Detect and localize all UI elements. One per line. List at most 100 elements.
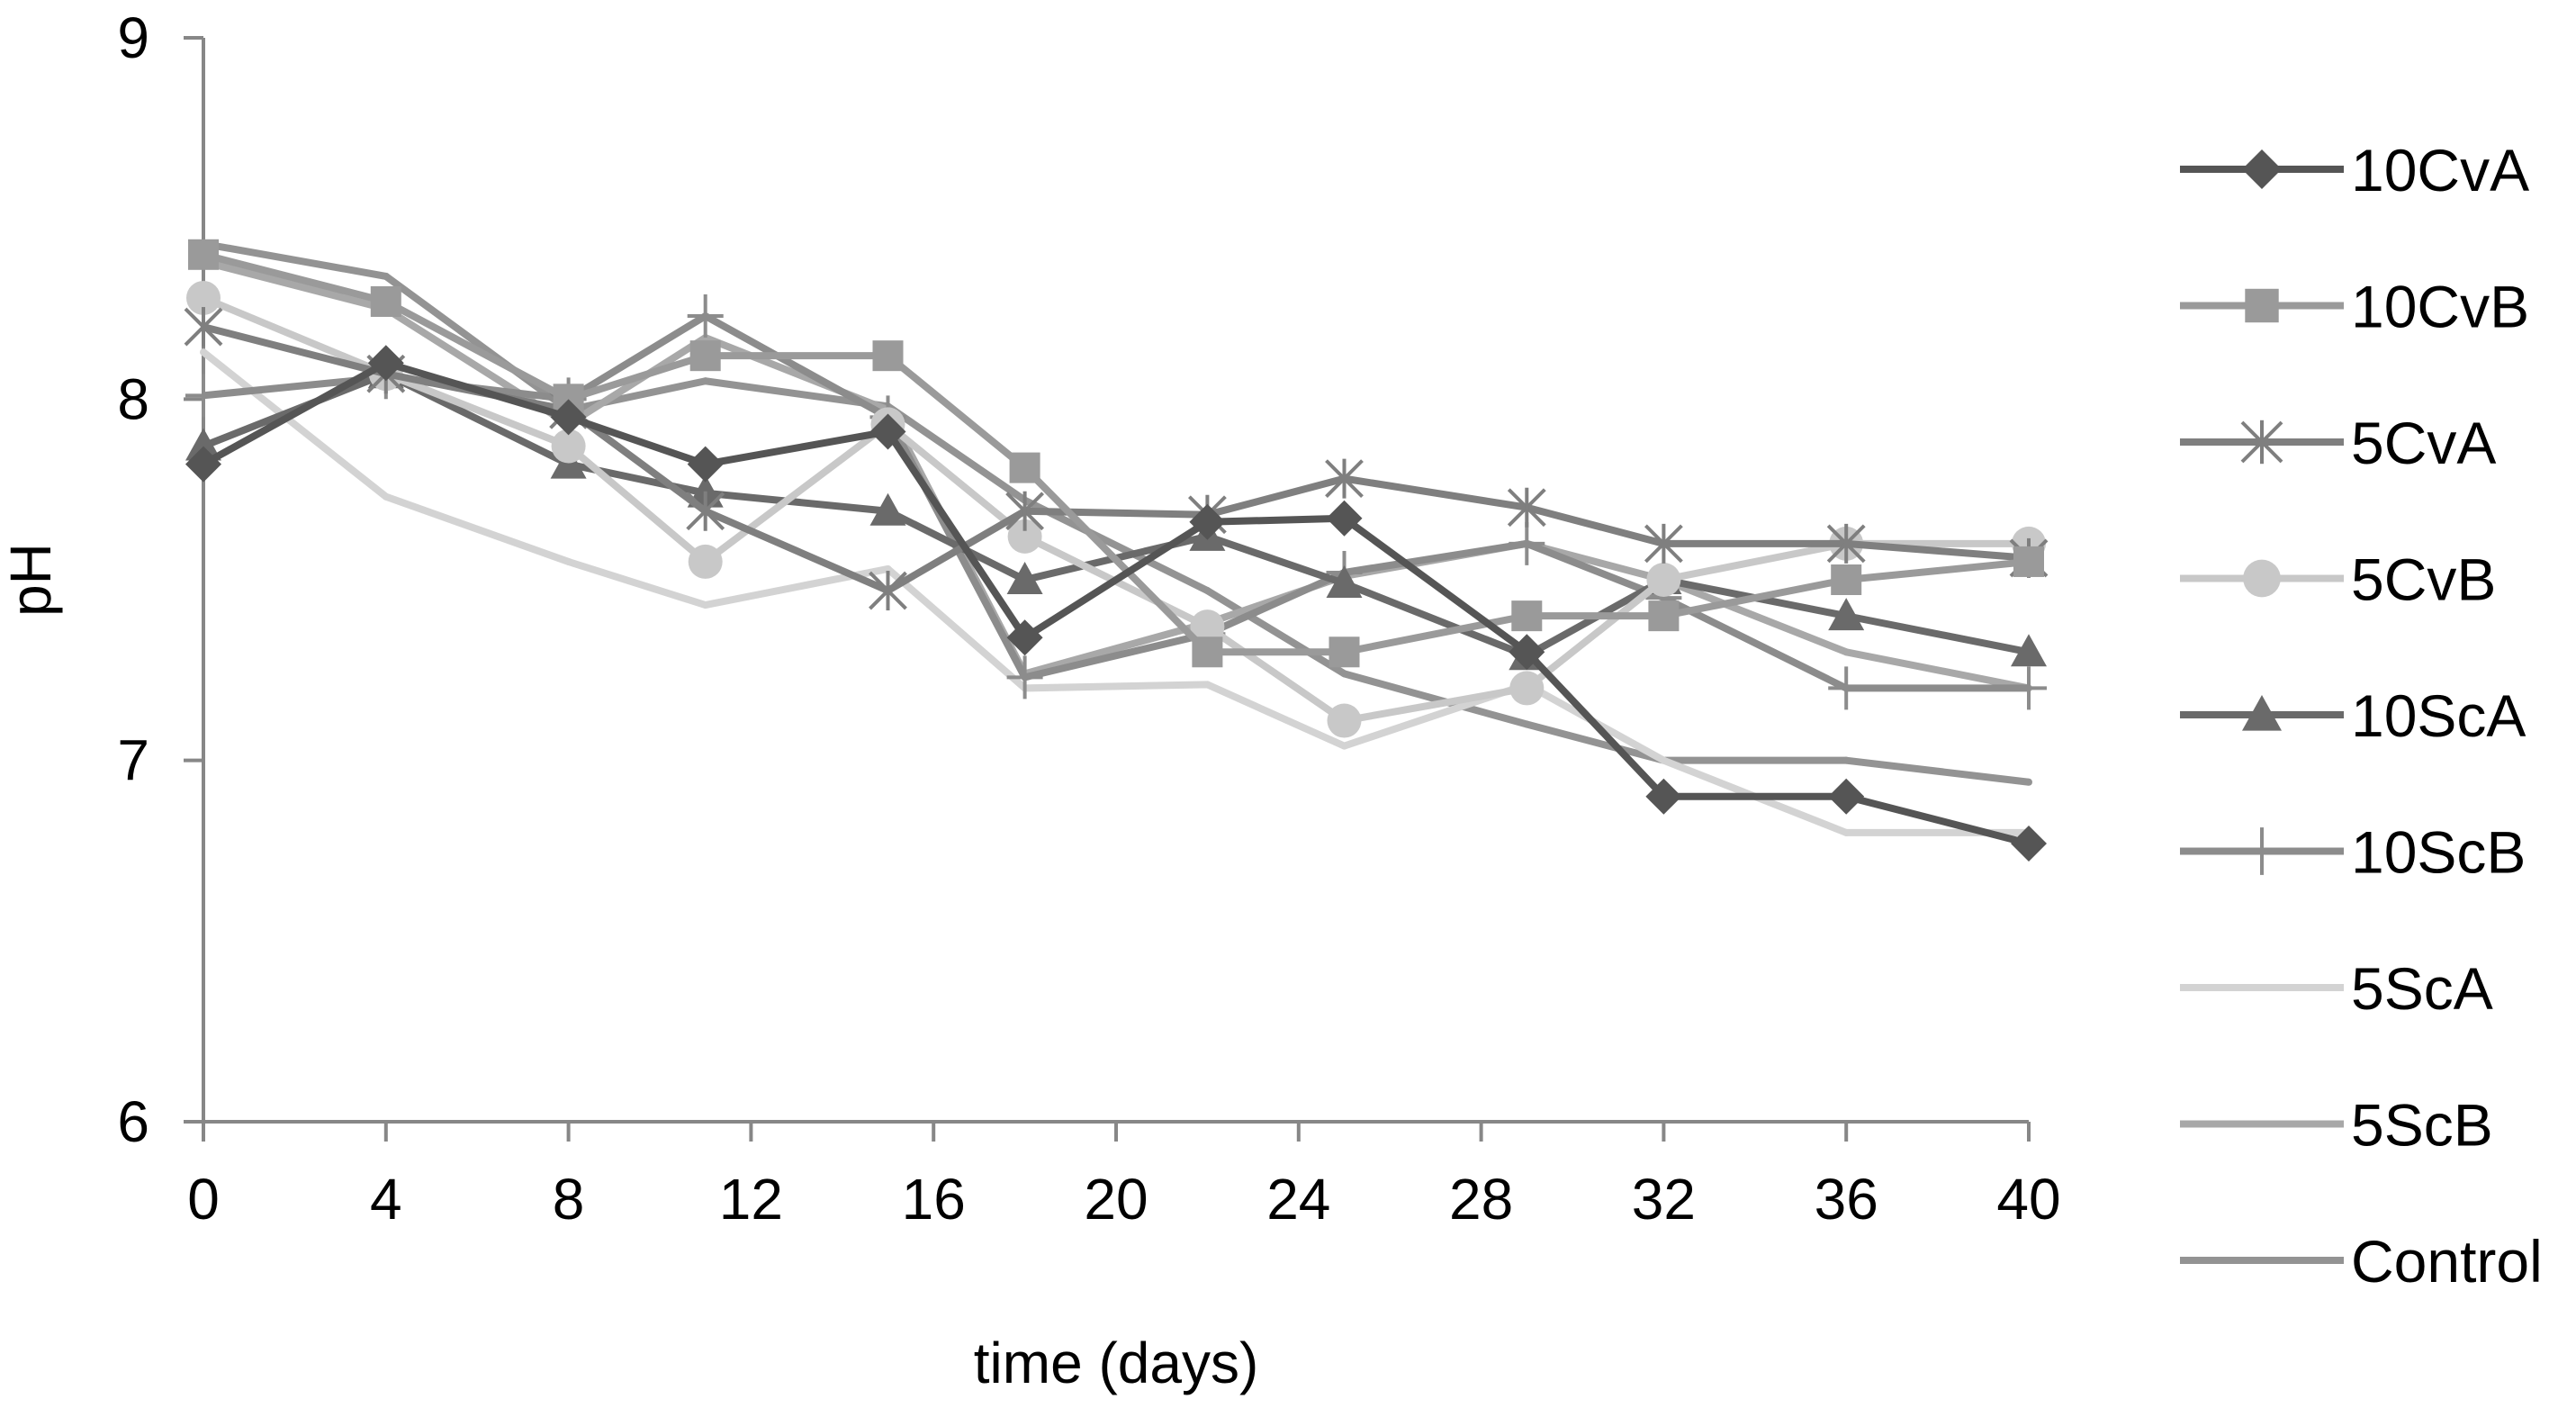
- circle-marker: [1646, 563, 1681, 597]
- triangle-marker: [1006, 562, 1043, 594]
- data-point: [1523, 720, 1531, 728]
- legend-label: 10CvA: [2351, 137, 2529, 203]
- data-point: [1203, 587, 1211, 595]
- legend-item-10ScA: 10ScA: [2180, 682, 2526, 749]
- asterisk-marker: [1325, 458, 1364, 499]
- series-line: [201, 349, 2029, 836]
- triangle-marker: [869, 492, 906, 526]
- plus-marker: [687, 294, 724, 338]
- y-tick-label: 8: [117, 366, 149, 431]
- data-point: [1842, 648, 1851, 656]
- diamond-marker: [550, 399, 587, 436]
- asterisk-marker: [869, 571, 907, 611]
- data-point: [382, 492, 390, 501]
- data-point: [382, 272, 390, 280]
- series-line: [203, 250, 2030, 656]
- circle-marker: [551, 429, 586, 464]
- square-marker: [370, 285, 401, 317]
- circle-marker: [1327, 703, 1362, 738]
- x-tick-label: 4: [370, 1167, 402, 1232]
- series-layer: [184, 239, 2049, 862]
- legend-item-5CvA: 5CvA: [2180, 410, 2496, 476]
- square-marker: [1192, 636, 1223, 668]
- legend-item-5ScB: 5ScB: [2180, 1092, 2493, 1159]
- square-marker: [1648, 600, 1680, 632]
- data-point: [1842, 756, 1851, 764]
- diamond-marker: [1326, 500, 1363, 537]
- diamond-marker: [1006, 619, 1043, 656]
- triangle-marker: [1828, 598, 1865, 631]
- square-marker: [188, 239, 219, 270]
- plus-marker: [2011, 666, 2047, 710]
- triangle-marker: [185, 428, 221, 461]
- asterisk-marker: [184, 307, 223, 347]
- x-tick-label: 16: [902, 1167, 966, 1232]
- square-marker: [2245, 288, 2279, 323]
- y-tick-label: 7: [117, 728, 149, 793]
- series-5CvB: [186, 280, 2046, 738]
- data-point: [1203, 681, 1211, 689]
- diamond-marker: [687, 446, 724, 483]
- asterisk-marker: [1644, 523, 1683, 564]
- legend-item-Control: Control: [2180, 1228, 2543, 1295]
- diamond-marker: [1828, 778, 1865, 815]
- triangle-marker: [687, 474, 724, 508]
- plus-marker: [1006, 655, 1043, 699]
- legend-label: 10ScB: [2351, 819, 2526, 886]
- y-tick-label: 6: [117, 1089, 149, 1154]
- x-tick-label: 12: [719, 1167, 783, 1232]
- triangle-marker: [2011, 634, 2047, 667]
- data-point: [1340, 670, 1348, 678]
- axes: 6 7 8 9 0 4 8 12 16 20 24 28 32 36 40: [117, 5, 2060, 1232]
- x-axis-title: time (days): [974, 1331, 1259, 1395]
- x-tick-label: 8: [553, 1167, 585, 1232]
- data-point: [701, 377, 709, 385]
- asterisk-marker: [1826, 523, 1866, 564]
- series-5ScA: [200, 348, 2032, 836]
- diamond-marker: [367, 345, 404, 382]
- diamond-marker: [869, 413, 906, 450]
- triangle-marker: [1326, 565, 1363, 599]
- diamond-marker: [1645, 778, 1682, 815]
- legend-label: 10CvB: [2351, 274, 2529, 340]
- diamond-marker: [1189, 503, 1226, 540]
- diamond-marker: [1509, 634, 1545, 671]
- data-point: [884, 564, 892, 573]
- data-point: [1660, 756, 1668, 764]
- series-5CvA: [184, 307, 2049, 611]
- series-line: [203, 257, 2030, 692]
- circle-marker: [2243, 559, 2281, 598]
- legend-item-10CvB: 10CvB: [2180, 274, 2529, 340]
- circle-marker: [186, 280, 221, 315]
- plus-marker: [185, 374, 221, 418]
- legend-item-5ScA: 5ScA: [2180, 955, 2493, 1022]
- square-marker: [1329, 636, 1360, 668]
- x-tick-label: 36: [1815, 1167, 1878, 1232]
- data-point: [1340, 742, 1348, 750]
- triangle-marker: [2242, 695, 2282, 731]
- diamond-marker: [2011, 825, 2047, 862]
- series-line: [203, 312, 2029, 692]
- series-line: [202, 359, 2030, 847]
- legend-label: Control: [2351, 1228, 2543, 1295]
- legend-label: 10ScA: [2351, 682, 2526, 749]
- y-ticks: 6 7 8 9: [117, 5, 203, 1154]
- plus-marker: [1828, 666, 1865, 710]
- x-tick-label: 28: [1449, 1167, 1513, 1232]
- data-point: [701, 601, 709, 609]
- asterisk-marker: [2240, 420, 2283, 465]
- diamond-marker: [185, 446, 221, 483]
- series-5ScB: [200, 257, 2032, 692]
- plus-marker: [2242, 827, 2282, 875]
- circle-marker: [1007, 519, 1042, 554]
- series-line: [203, 323, 2030, 595]
- series-10CvA: [185, 345, 2047, 862]
- x-tick-label: 24: [1266, 1167, 1330, 1232]
- square-marker: [1009, 452, 1040, 483]
- x-tick-label: 40: [1996, 1167, 2060, 1232]
- square-marker: [872, 340, 904, 372]
- circle-marker: [1190, 609, 1225, 645]
- legend-item-10ScB: 10ScB: [2180, 819, 2526, 886]
- data-point: [564, 557, 572, 565]
